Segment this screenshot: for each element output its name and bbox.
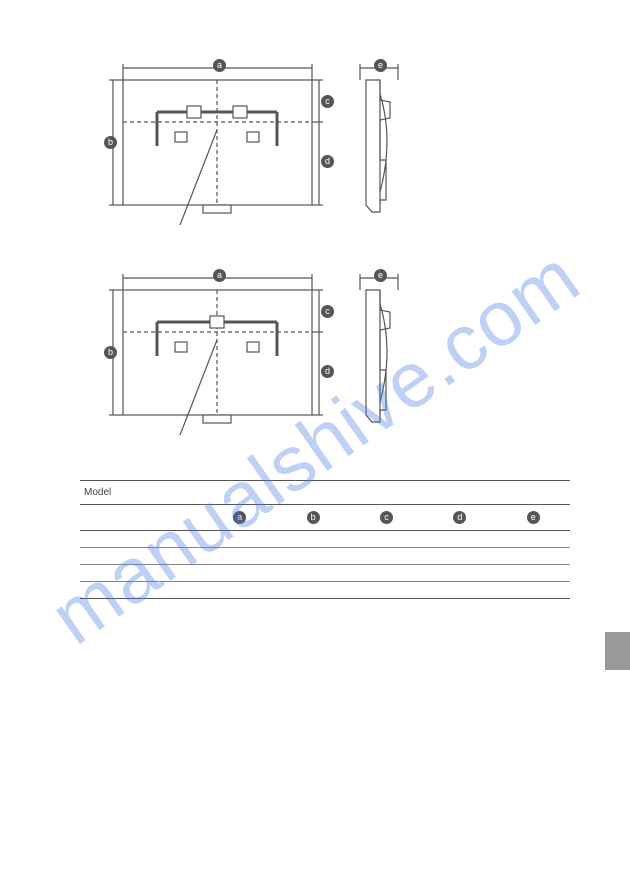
cell-model <box>80 565 203 582</box>
table-row <box>80 565 570 582</box>
cell-e <box>497 582 570 599</box>
bottom-front-view: a b c d <box>105 270 330 440</box>
diagram-top: a b c d <box>105 60 570 230</box>
bottom-side-view: e <box>350 270 410 440</box>
cell-d <box>423 582 496 599</box>
dim-e-icon: e <box>374 269 387 282</box>
cell-d <box>423 565 496 582</box>
dimensions-table: Model a b c d e <box>80 480 570 599</box>
diagram-top-row: a b c d <box>105 60 570 230</box>
cell-model <box>80 582 203 599</box>
section-tab <box>605 632 630 670</box>
table-row <box>80 582 570 599</box>
top-side-svg <box>350 60 410 230</box>
dim-d-icon: d <box>321 365 334 378</box>
col-d: d <box>423 505 496 531</box>
header-model: Model <box>80 481 203 505</box>
diagram-bottom: a b c d e <box>105 270 570 440</box>
cell-c <box>350 565 423 582</box>
dim-a-icon: a <box>213 269 226 282</box>
table-row <box>80 531 570 548</box>
cell-c <box>350 548 423 565</box>
cell-model <box>80 548 203 565</box>
top-front-svg <box>105 60 330 230</box>
manual-page: manualshive.com <box>0 0 630 893</box>
cell-a <box>203 565 276 582</box>
dim-c-icon: c <box>321 305 334 318</box>
dim-b-icon: b <box>104 136 117 149</box>
col-a-icon: a <box>233 511 246 524</box>
col-c-icon: c <box>380 511 393 524</box>
diagram-bottom-row: a b c d e <box>105 270 570 440</box>
cell-e <box>497 548 570 565</box>
table-row <box>80 548 570 565</box>
cell-b <box>277 548 350 565</box>
cell-a <box>203 548 276 565</box>
col-e-icon: e <box>527 511 540 524</box>
col-a: a <box>203 505 276 531</box>
col-b-icon: b <box>307 511 320 524</box>
col-e: e <box>497 505 570 531</box>
cell-d <box>423 531 496 548</box>
col-c: c <box>350 505 423 531</box>
dim-e-icon: e <box>374 59 387 72</box>
cell-c <box>350 531 423 548</box>
dim-c-icon: c <box>321 95 334 108</box>
cell-b <box>277 531 350 548</box>
col-d-icon: d <box>453 511 466 524</box>
cell-a <box>203 582 276 599</box>
top-side-view: e <box>350 60 410 230</box>
dim-d-icon: d <box>321 155 334 168</box>
cell-a <box>203 531 276 548</box>
bottom-side-svg <box>350 270 410 440</box>
table-body <box>80 531 570 599</box>
dimensions-table-section: Model a b c d e <box>80 480 570 599</box>
top-front-view: a b c d <box>105 60 330 230</box>
cell-d <box>423 548 496 565</box>
table-head: Model a b c d e <box>80 481 570 531</box>
dim-a-icon: a <box>213 59 226 72</box>
cell-e <box>497 565 570 582</box>
header-dimensions <box>203 481 570 505</box>
cell-c <box>350 582 423 599</box>
cell-b <box>277 565 350 582</box>
dim-b-icon: b <box>104 346 117 359</box>
col-b: b <box>277 505 350 531</box>
cell-model <box>80 531 203 548</box>
cell-b <box>277 582 350 599</box>
cell-e <box>497 531 570 548</box>
bottom-front-svg <box>105 270 330 440</box>
